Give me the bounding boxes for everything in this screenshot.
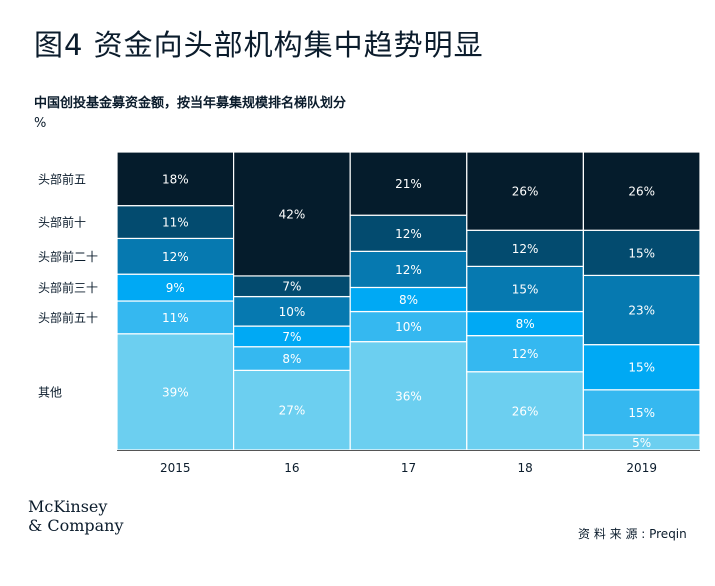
legend-label: 头部前十 bbox=[38, 215, 86, 230]
legend-label: 头部前五 bbox=[38, 171, 86, 186]
data-label: 21% bbox=[395, 177, 422, 191]
data-label: 15% bbox=[628, 361, 655, 375]
source-note: 资 料 来 源 : Preqin bbox=[578, 527, 687, 541]
bar-segment bbox=[466, 229, 584, 267]
data-label: 23% bbox=[628, 304, 655, 318]
data-label: 15% bbox=[512, 282, 539, 296]
data-label: 11% bbox=[162, 311, 189, 325]
bar-segment bbox=[349, 151, 468, 216]
data-label: 10% bbox=[395, 320, 422, 334]
data-label: 26% bbox=[512, 185, 539, 199]
data-label: 5% bbox=[632, 436, 651, 450]
bar-segment bbox=[116, 205, 235, 240]
legend-label: 其他 bbox=[38, 385, 62, 399]
bar-segment bbox=[233, 369, 351, 451]
data-label: 11% bbox=[162, 216, 189, 230]
data-label: 9% bbox=[166, 281, 185, 295]
x-tick-label: 2019 bbox=[626, 461, 657, 475]
data-label: 10% bbox=[279, 305, 306, 319]
x-tick-label: 18 bbox=[517, 461, 532, 475]
data-label: 42% bbox=[279, 207, 306, 221]
bar-segment bbox=[582, 274, 701, 346]
logo-line-1: McKinsey bbox=[28, 497, 108, 516]
bar-segment bbox=[116, 237, 235, 275]
bar-segment bbox=[116, 151, 235, 207]
bar-segment bbox=[233, 151, 351, 277]
mckinsey-logo: McKinsey & Company bbox=[28, 497, 124, 535]
chart-title: 图4 资金向头部机构集中趋势明显 bbox=[34, 28, 484, 62]
data-label: 27% bbox=[279, 404, 306, 418]
data-label: 39% bbox=[162, 385, 189, 399]
data-label: 8% bbox=[282, 352, 301, 366]
bar-segment bbox=[349, 341, 468, 451]
bar-segment bbox=[466, 310, 584, 337]
data-label: 12% bbox=[162, 250, 189, 264]
legend-label: 头部前二十 bbox=[38, 249, 98, 264]
data-label: 7% bbox=[282, 280, 301, 294]
x-tick-label: 16 bbox=[284, 461, 299, 475]
data-label: 26% bbox=[628, 185, 655, 199]
unit-label: % bbox=[34, 116, 47, 131]
bar-segment bbox=[582, 151, 701, 231]
x-tick-label: 2015 bbox=[160, 461, 191, 475]
bar-segment bbox=[349, 250, 468, 289]
data-label: 8% bbox=[516, 317, 535, 331]
data-label: 26% bbox=[512, 404, 539, 418]
data-label: 12% bbox=[395, 263, 422, 277]
bar-segment bbox=[582, 344, 701, 391]
logo-line-2: & Company bbox=[28, 516, 124, 535]
x-tick-label: 17 bbox=[401, 461, 416, 475]
data-label: 12% bbox=[395, 227, 422, 241]
bar-segment bbox=[116, 300, 235, 335]
data-label: 18% bbox=[162, 172, 189, 186]
data-label: 12% bbox=[512, 347, 539, 361]
data-label: 15% bbox=[628, 406, 655, 420]
legend-label: 头部前三十 bbox=[38, 280, 98, 295]
bar-segment bbox=[466, 265, 584, 313]
bar-segment bbox=[349, 214, 468, 252]
data-label: 12% bbox=[512, 242, 539, 256]
data-label: 8% bbox=[399, 293, 418, 307]
bar-segment bbox=[582, 229, 701, 277]
data-label: 15% bbox=[628, 246, 655, 260]
chart-subtitle: 中国创投基金募资金额，按当年募集规模排名梯队划分 bbox=[34, 96, 347, 111]
legend-label: 头部前五十 bbox=[38, 310, 98, 325]
data-label: 36% bbox=[395, 389, 422, 403]
bar-segment bbox=[466, 151, 584, 231]
data-label: 7% bbox=[282, 330, 301, 344]
bar-segment bbox=[466, 335, 584, 373]
